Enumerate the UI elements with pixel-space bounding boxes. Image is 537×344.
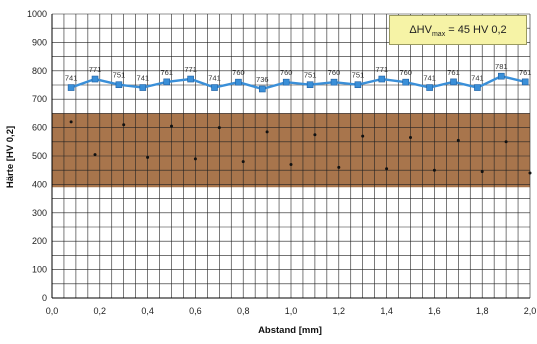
indent-point: [480, 170, 484, 174]
y-tick-label: 800: [32, 66, 47, 76]
indent-point: [504, 140, 508, 144]
x-tick-label: 0,2: [94, 306, 107, 316]
hardness-data-label: 741: [208, 74, 221, 83]
y-tick-label: 700: [32, 94, 47, 104]
hardness-data-label: 760: [328, 68, 341, 77]
hardness-data-label: 760: [280, 68, 293, 77]
hardness-point: [187, 75, 194, 83]
indent-point: [313, 133, 317, 137]
hardness-data-label: 771: [89, 65, 102, 74]
hardness-point: [115, 81, 123, 89]
indent-point: [528, 171, 532, 175]
x-tick-label: 0,6: [189, 306, 202, 316]
indent-point: [69, 120, 73, 124]
delta-hv-annotation: ΔHVmax = 45 HV 0,2: [389, 15, 527, 45]
hardness-point: [67, 84, 75, 91]
hardness-data-label: 741: [137, 74, 150, 83]
hardness-series-line: [70, 74, 526, 91]
hardness-data-label: 741: [471, 74, 484, 83]
annotation-text: = 45 HV 0,2: [445, 24, 507, 36]
hardness-data-label: 761: [519, 68, 532, 77]
indent-point: [432, 168, 436, 172]
indent-point: [289, 163, 293, 167]
indent-point: [146, 155, 150, 159]
hardness-data-label: 741: [65, 74, 78, 83]
annotation-prefix: ΔHV: [409, 24, 432, 36]
hardness-point: [330, 78, 338, 86]
y-tick-label: 100: [32, 265, 47, 275]
hardness-point: [474, 84, 481, 91]
hardness-point: [259, 85, 266, 93]
hardness-point: [426, 84, 433, 91]
x-axis-label: Abstand [mm]: [258, 325, 322, 336]
x-tick-label: 1,6: [428, 306, 441, 316]
hardness-data-label: 761: [447, 68, 460, 77]
hardness-point: [91, 75, 99, 83]
y-axis-label: Härte [HV 0,2]: [5, 126, 16, 188]
indent-point: [122, 123, 126, 127]
indent-point: [193, 157, 197, 161]
hardness-data-label: 761: [160, 68, 173, 77]
x-tick-label: 1,8: [476, 306, 489, 316]
hardness-point: [354, 81, 362, 89]
y-tick-label: 1000: [27, 9, 47, 19]
y-tick-label: 300: [32, 208, 47, 218]
y-tick-label: 0: [42, 293, 47, 303]
hardness-point: [378, 75, 386, 83]
hardness-data-label: 771: [184, 65, 197, 74]
x-tick-label: 1,4: [380, 306, 393, 316]
hardness-point: [139, 84, 147, 91]
hardness-data-label: 741: [423, 74, 436, 83]
hardness-point: [163, 78, 171, 86]
indent-point: [170, 124, 173, 128]
hardness-point: [521, 78, 529, 86]
indent-point: [217, 126, 221, 130]
indent-point: [409, 136, 412, 140]
hardness-data-label: 751: [304, 71, 317, 80]
y-tick-label: 900: [32, 37, 47, 47]
indent-point: [241, 160, 245, 164]
hardness-point: [450, 78, 457, 86]
indent-point: [337, 165, 341, 169]
x-tick-label: 0,0: [46, 306, 59, 316]
hardness-data-label: 760: [399, 68, 412, 77]
x-tick-label: 1,0: [285, 306, 298, 316]
hardness-point: [282, 78, 290, 86]
hardness-data-label: 751: [113, 71, 126, 80]
hardness-data-label: 736: [256, 75, 269, 84]
hardness-data-label: 751: [352, 71, 365, 80]
annotation-subscript: max: [431, 31, 446, 39]
hardness-data-label: 760: [232, 68, 245, 77]
indent-point: [361, 134, 365, 138]
y-tick-label: 600: [32, 123, 47, 133]
y-tick-label: 500: [32, 151, 47, 161]
indent-point: [265, 130, 269, 134]
indent-point: [456, 138, 460, 142]
hardness-point: [498, 72, 505, 80]
y-tick-label: 200: [32, 236, 47, 246]
x-tick-label: 1,2: [333, 306, 346, 316]
hardness-data-label: 771: [376, 65, 389, 74]
indent-point: [93, 153, 97, 157]
hardness-point: [235, 78, 242, 86]
x-tick-label: 2,0: [524, 306, 537, 316]
y-tick-label: 400: [32, 179, 47, 189]
x-tick-label: 0,8: [237, 306, 250, 316]
hardness-point: [402, 78, 410, 86]
x-tick-label: 0,4: [141, 306, 154, 316]
hardness-point: [306, 81, 314, 89]
indent-point: [385, 167, 389, 171]
hardness-point: [211, 84, 218, 91]
hardness-data-label: 781: [495, 62, 508, 71]
